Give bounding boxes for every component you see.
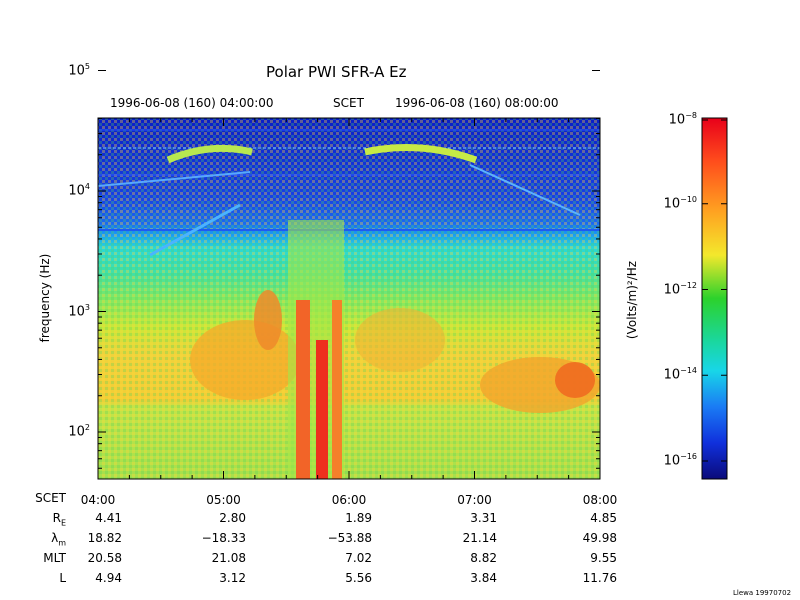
ephemeris-value: 7.02 — [345, 551, 372, 565]
ephemeris-value: 20.58 — [87, 551, 122, 565]
ephemeris-value: 4.41 — [95, 511, 122, 525]
colorbar-tick-label: 10−12 — [663, 280, 697, 297]
emission-blob — [355, 308, 445, 372]
ephemeris-value: 2.80 — [219, 511, 246, 525]
chart-title: Polar PWI SFR-A Ez — [266, 63, 407, 81]
colorbar-tick-label: 10−10 — [663, 194, 697, 212]
ephemeris-row-label: L — [59, 571, 66, 585]
plot-frame — [97, 70, 601, 480]
ephemeris-value: 18.82 — [87, 531, 122, 545]
broadband-burst — [332, 300, 342, 479]
ephemeris-value: 8.82 — [470, 551, 497, 565]
y-tick-label: 104 — [68, 182, 90, 199]
emission-arc — [364, 144, 478, 164]
x-tick-label: 06:00 — [331, 493, 367, 507]
top-axis-end-label: 1996-06-08 (160) 08:00:00 — [395, 96, 559, 110]
ephemeris-row-label: SCET — [35, 491, 66, 505]
top-axis-start-label: 1996-06-08 (160) 04:00:00 — [110, 96, 274, 110]
y-tick-label: 102 — [68, 423, 90, 440]
ephemeris-value: 3.84 — [470, 571, 497, 585]
ephemeris-value: 21.14 — [462, 531, 497, 545]
y-tick-label: 103 — [68, 302, 90, 319]
ephemeris-row-label: MLT — [43, 551, 66, 565]
x-tick-label: 04:00 — [80, 493, 116, 507]
broadband-burst — [316, 340, 328, 479]
colorbar — [701, 117, 728, 480]
ephemeris-value: 4.94 — [95, 571, 122, 585]
colorbar-tick-label: 10−14 — [663, 366, 697, 383]
y-axis-label: frequency (Hz) — [38, 253, 52, 343]
emission-blob — [254, 290, 282, 350]
colorbar-frame — [701, 117, 728, 480]
spectrogram-texture — [98, 118, 600, 479]
ephemeris-value: −18.33 — [201, 531, 246, 545]
ephemeris-row-label: λm — [51, 531, 66, 548]
emission-blob — [190, 320, 300, 400]
colorbar-tick-label: 10−16 — [663, 452, 697, 469]
ephemeris-value: 4.85 — [590, 511, 617, 525]
emission-line — [149, 203, 241, 257]
top-axis-center-label: SCET — [333, 96, 364, 110]
ephemeris-value: 1.89 — [345, 511, 372, 525]
ephemeris-value: −53.88 — [327, 531, 372, 545]
ephemeris-value: 9.55 — [590, 551, 617, 565]
broadband-burst — [296, 300, 310, 479]
colorbar-label: (Volts/m)²/Hz — [625, 260, 639, 340]
ephemeris-value: 5.56 — [345, 571, 372, 585]
colorbar-tick-label: 10−8 — [668, 111, 697, 128]
credit-text: Llewa 19970702 — [733, 589, 792, 597]
plot-area — [98, 118, 600, 479]
colorbar-fill — [702, 118, 727, 479]
ephemeris-value: 21.08 — [211, 551, 246, 565]
x-tick-label: 07:00 — [457, 493, 492, 507]
ephemeris-value: 3.12 — [219, 571, 246, 585]
emission-blob — [555, 362, 595, 398]
x-tick-label: 08:00 — [582, 493, 618, 507]
ephemeris-value: 11.76 — [582, 571, 617, 585]
emission-line — [98, 171, 251, 187]
ephemeris-value: 49.98 — [582, 531, 617, 545]
x-tick-label: 05:00 — [206, 493, 241, 507]
ephemeris-value: 3.31 — [470, 511, 497, 525]
emission-line — [469, 164, 581, 216]
ephemeris-row-label: RE — [52, 511, 66, 528]
y-tick-label: 105 — [68, 61, 90, 78]
emission-arc — [166, 144, 253, 164]
